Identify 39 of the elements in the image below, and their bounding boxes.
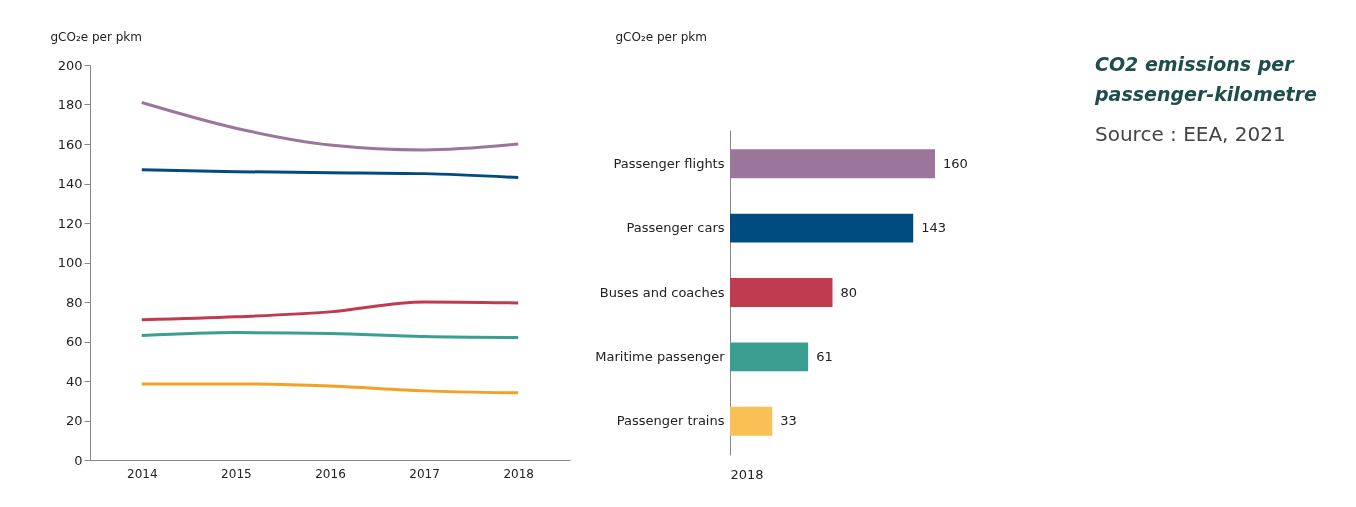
x-tick-label: 2017 [409,466,440,481]
bar [730,406,773,436]
source-note: Source : EEA, 2021 [1095,122,1286,146]
y-tick-label: Maritime passenger [595,348,726,364]
x-tick-label: 2014 [126,466,158,481]
line-series [140,382,520,395]
y-tick-label: Passenger cars [626,220,725,236]
y-axis-title: gCO₂e per pkm [50,29,142,44]
y-tick-label: 200 [57,57,83,73]
y-tick-label: 180 [57,97,83,112]
y-tick-label: 140 [57,176,83,191]
bar [730,342,809,372]
data-label: 80 [840,284,858,300]
text: CO2 emissions per passenger-kilometre [1094,53,1318,105]
y-tick-label: 40 [65,373,83,389]
y-tick-label: 60 [65,334,83,349]
bar [730,149,935,179]
y-tick-label: 160 [57,136,83,152]
x-tick-label: 2016 [315,466,346,481]
y-tick-label: 80 [65,294,83,310]
y-tick-label: 100 [57,255,83,270]
y-tick-label: 120 [57,215,83,231]
bar [730,278,833,307]
y-tick-label: Passenger trains [616,413,725,429]
data-label: 61 [816,348,833,364]
data-label: 143 [921,220,947,236]
y-tick-label: 0 [74,452,83,468]
data-label: 160 [943,155,968,171]
y-axis-title: gCO₂e per pkm [615,29,707,44]
line-series [140,300,520,322]
line-series [140,168,520,180]
data-label: 33 [780,413,797,429]
bar [730,213,914,243]
x-tick-label: 2015 [221,466,252,481]
y-tick-label: Buses and coaches [599,284,725,300]
y-tick-label: Passenger flights [613,155,725,171]
y-tick-label: 20 [65,413,83,428]
x-tick-label: 2018 [503,466,535,481]
line-series [140,101,520,152]
